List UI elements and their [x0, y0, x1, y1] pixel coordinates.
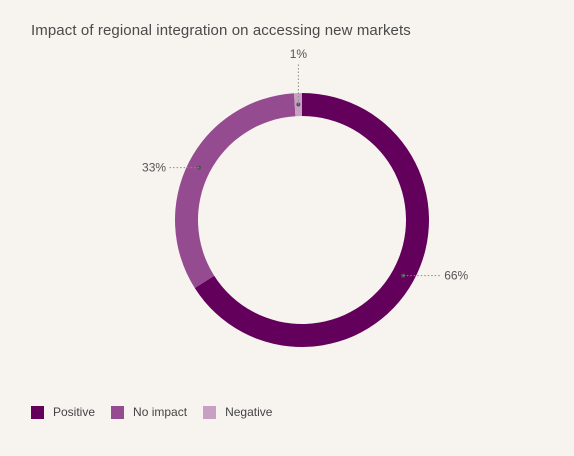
- donut-slices: [175, 93, 430, 347]
- legend-swatch-no-impact: [111, 405, 125, 419]
- slice-annotations: 66% 33% 1%: [142, 47, 469, 283]
- data-label-positive: 66%: [444, 269, 468, 283]
- chart-title: Impact of regional integration on access…: [31, 22, 411, 39]
- legend-item-positive: Positive: [31, 405, 95, 419]
- legend-item-no-impact: No impact: [111, 405, 187, 419]
- data-label-negative: 1%: [290, 47, 308, 61]
- legend-label-negative: Negative: [225, 405, 273, 419]
- data-label-no-impact: 33%: [142, 161, 166, 175]
- legend-label-positive: Positive: [53, 405, 96, 419]
- legend-swatch-negative: [203, 405, 217, 419]
- legend-label-no-impact: No impact: [133, 405, 188, 419]
- legend-swatch-positive: [31, 405, 44, 419]
- legend-item-negative: Negative: [203, 405, 272, 419]
- slice-no-impact: [175, 93, 296, 289]
- legend: Positive No impact Negative: [31, 405, 288, 419]
